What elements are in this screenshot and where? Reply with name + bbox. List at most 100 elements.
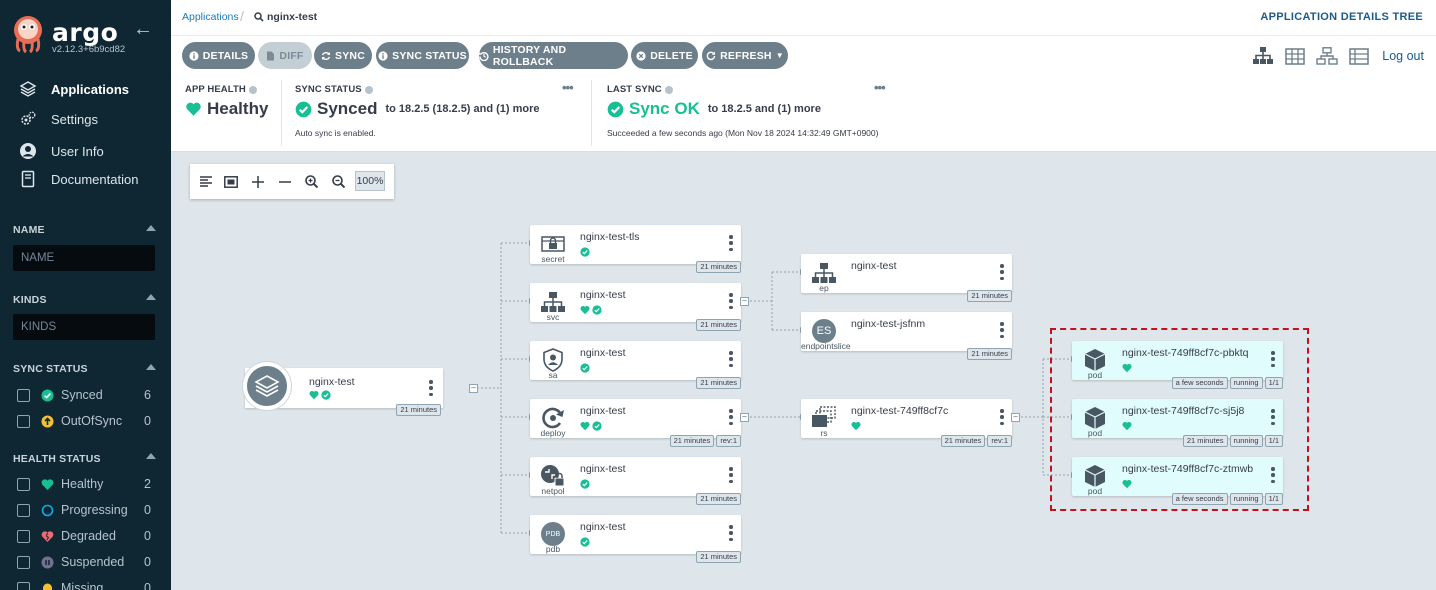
app-root-node[interactable]: nginx-test 21 minutes	[243, 362, 443, 416]
filter-option-healthy[interactable]: Healthy 2	[17, 474, 162, 494]
delete-button[interactable]: DELETE	[631, 42, 698, 69]
last-sync-more-icon[interactable]: •••	[874, 80, 886, 95]
age-tag: 21 minutes	[1182, 435, 1228, 447]
last-sync-text: Sync OK	[629, 99, 700, 118]
resource-node-pod[interactable]: pod nginx-test-749ff8cf7c-ztmwb a few se…	[1072, 457, 1283, 505]
collapse-caret-icon[interactable]	[146, 364, 156, 370]
app-health-text: Healthy	[207, 99, 269, 118]
collapse-node-icon[interactable]: –	[740, 413, 749, 422]
list-view-icon[interactable]	[1348, 46, 1370, 66]
expand-icon[interactable]	[247, 171, 268, 192]
history-rollback-button-label: HISTORY AND ROLLBACK	[492, 43, 567, 68]
pdb-icon: PDB	[539, 520, 567, 548]
checkbox[interactable]	[17, 414, 30, 428]
sync-status-label-text: SYNC STATUS	[295, 84, 362, 95]
collapse-sidebar-icon[interactable]: ←	[133, 18, 153, 40]
checkbox[interactable]	[17, 555, 30, 569]
pod-icon	[1081, 346, 1109, 374]
node-menu-icon[interactable]	[1271, 351, 1275, 367]
resource-node-ep[interactable]: ep nginx-test 21 minutes	[801, 254, 1012, 302]
nav-documentation[interactable]: Documentation	[0, 165, 171, 193]
checkbox[interactable]	[17, 477, 30, 491]
argo-logo-icon[interactable]	[12, 15, 44, 53]
app-node-menu-icon[interactable]	[429, 380, 433, 396]
filter-option-degraded[interactable]: Degraded 0	[17, 526, 162, 546]
resource-tree-canvas[interactable]: 100% nginx-test 21 minutes – secret ngin…	[171, 153, 1436, 590]
logout-link[interactable]: Log out	[1382, 49, 1424, 63]
resource-node-pdb[interactable]: PDB pdb nginx-test 21 minutes	[530, 515, 741, 563]
main-content: Applications / nginx-test APPLICATION DE…	[171, 0, 1436, 590]
zoom-level[interactable]: 100%	[355, 171, 385, 191]
resource-node-rs[interactable]: rs nginx-test-749ff8cf7c 21 minutes rev:1	[801, 399, 1012, 447]
node-menu-icon[interactable]	[1271, 467, 1275, 483]
zoom-in-icon[interactable]	[301, 171, 322, 192]
node-menu-icon[interactable]	[729, 293, 733, 309]
collapse-caret-icon[interactable]	[146, 225, 156, 231]
resource-node-secret[interactable]: secret nginx-test-tls 21 minutes	[530, 225, 741, 273]
service-icon	[539, 288, 567, 316]
last-sync-revision[interactable]: to 18.2.5 and (1) more	[707, 103, 821, 115]
history-rollback-button[interactable]: HISTORY AND ROLLBACK	[479, 42, 628, 69]
zoom-out-icon[interactable]	[328, 171, 349, 192]
nav-applications[interactable]: Applications	[0, 75, 171, 103]
name-filter-title: NAME	[13, 224, 45, 236]
nav-user-info[interactable]: User Info	[0, 137, 171, 165]
help-icon[interactable]	[248, 85, 257, 94]
breadcrumb-applications[interactable]: Applications	[182, 11, 239, 23]
resource-node-pod[interactable]: pod nginx-test-749ff8cf7c-sj5j8 21 minut…	[1072, 399, 1283, 447]
diff-button[interactable]: DIFF	[258, 42, 312, 69]
node-menu-icon[interactable]	[1000, 264, 1004, 280]
resource-status	[851, 421, 861, 431]
breadcrumb-current[interactable]: nginx-test	[254, 11, 317, 23]
status-panel: APP HEALTH Healthy SYNC STATUS ••• Synce…	[171, 76, 1436, 152]
checkbox[interactable]	[17, 581, 30, 590]
sync-status-revision[interactable]: to 18.2.5 (18.2.5) and (1) more	[385, 103, 540, 115]
node-menu-icon[interactable]	[729, 525, 733, 541]
kinds-filter-input[interactable]	[13, 314, 155, 340]
node-menu-icon[interactable]	[729, 351, 733, 367]
help-icon[interactable]	[664, 85, 673, 94]
node-menu-icon[interactable]	[1000, 322, 1004, 338]
resource-node-svc[interactable]: svc nginx-test 21 minutes	[530, 283, 741, 331]
resource-node-sa[interactable]: sa nginx-test 21 minutes	[530, 341, 741, 389]
tree-view-icon[interactable]	[1252, 46, 1274, 66]
name-filter-input[interactable]	[13, 245, 155, 271]
resource-name: nginx-test-tls	[580, 231, 640, 243]
pods-grid-view-icon[interactable]	[1284, 46, 1306, 66]
collapse-caret-icon[interactable]	[146, 453, 156, 459]
sync-status-button[interactable]: SYNC STATUS	[376, 42, 469, 69]
node-menu-icon[interactable]	[729, 409, 733, 425]
resource-node-endpointslice[interactable]: ES endpointslice nginx-test-jsfnm 21 min…	[801, 312, 1012, 360]
sync-button[interactable]: SYNC	[314, 42, 372, 69]
resource-tags: 21 minutes running 1/1	[1182, 435, 1283, 447]
resource-node-pod[interactable]: pod nginx-test-749ff8cf7c-pbktq a few se…	[1072, 341, 1283, 389]
filter-option-progressing[interactable]: Progressing 0	[17, 500, 162, 520]
filter-option-synced[interactable]: Synced 6	[17, 385, 162, 405]
filter-option-suspended[interactable]: Suspended 0	[17, 552, 162, 572]
align-left-icon[interactable]	[195, 171, 216, 192]
collapse-node-icon[interactable]: –	[740, 297, 749, 306]
collapse-icon[interactable]	[274, 171, 295, 192]
resource-node-deploy[interactable]: deploy nginx-test 21 minutes rev:1	[530, 399, 741, 447]
collapse-node-icon[interactable]: –	[469, 384, 478, 393]
resource-node-netpol[interactable]: netpol nginx-test 21 minutes	[530, 457, 741, 505]
node-menu-icon[interactable]	[1000, 409, 1004, 425]
filter-option-outofsync[interactable]: OutOfSync 0	[17, 411, 162, 431]
node-menu-icon[interactable]	[1271, 409, 1275, 425]
details-button[interactable]: DETAILS	[182, 42, 255, 69]
nav-settings[interactable]: Settings	[0, 105, 171, 133]
refresh-button[interactable]: REFRESH ▼	[702, 42, 788, 69]
checkbox[interactable]	[17, 388, 30, 402]
heart-icon	[580, 422, 590, 431]
sync-status-more-icon[interactable]: •••	[562, 80, 574, 95]
node-menu-icon[interactable]	[729, 235, 733, 251]
filter-option-missing[interactable]: Missing 0	[17, 578, 162, 590]
collapse-node-icon[interactable]: –	[1011, 413, 1020, 422]
checkbox[interactable]	[17, 529, 30, 543]
network-view-icon[interactable]	[1316, 46, 1338, 66]
fit-screen-icon[interactable]	[220, 171, 241, 192]
collapse-caret-icon[interactable]	[146, 294, 156, 300]
checkbox[interactable]	[17, 503, 30, 517]
node-menu-icon[interactable]	[729, 467, 733, 483]
help-icon[interactable]	[364, 85, 373, 94]
